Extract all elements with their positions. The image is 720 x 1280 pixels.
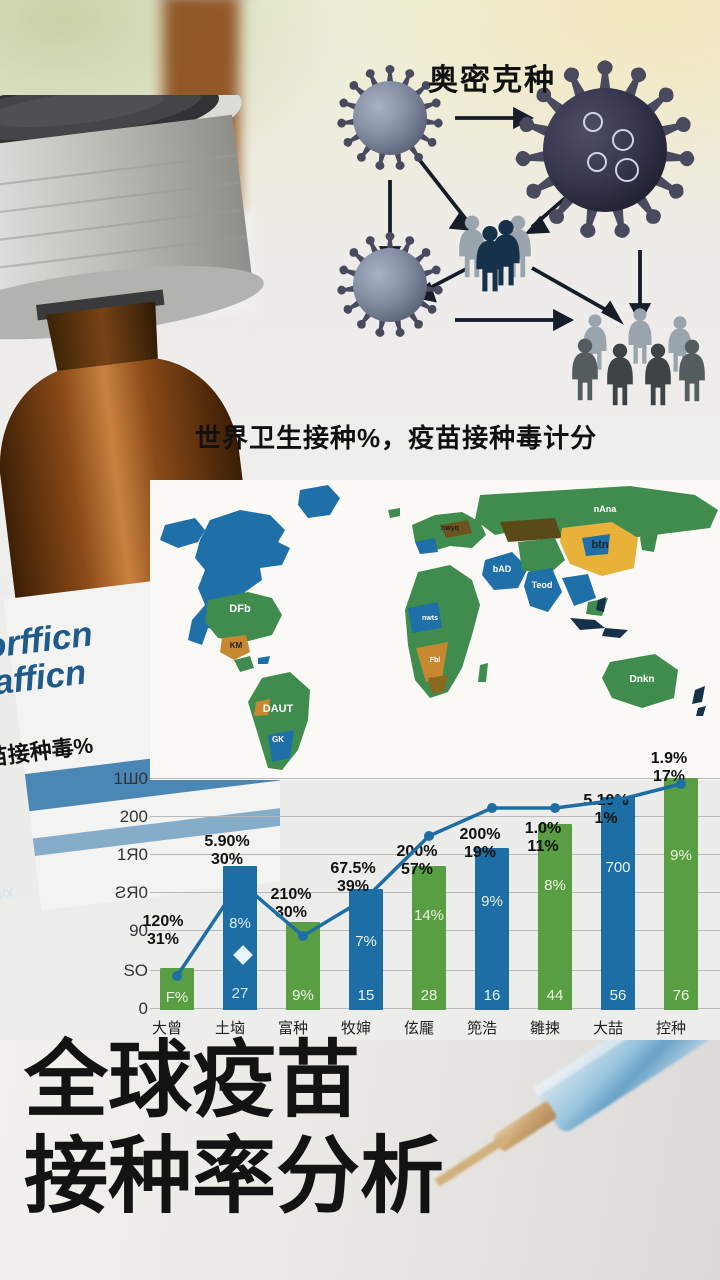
- svg-text:Dnkn: Dnkn: [630, 674, 655, 685]
- svg-text:DAUT: DAUT: [263, 703, 294, 715]
- svg-text:DFb: DFb: [229, 603, 251, 615]
- svg-text:Fbl: Fbl: [430, 657, 441, 664]
- svg-text:Teod: Teod: [532, 580, 553, 590]
- svg-text:bAD: bAD: [493, 564, 512, 574]
- svg-text:nwyq: nwyq: [441, 525, 459, 532]
- svg-text:btn: btn: [591, 539, 608, 551]
- svg-text:nwts: nwts: [422, 615, 438, 622]
- svg-text:KM: KM: [230, 641, 243, 650]
- svg-text:nAna: nAna: [594, 504, 617, 514]
- svg-text:GK: GK: [272, 735, 284, 744]
